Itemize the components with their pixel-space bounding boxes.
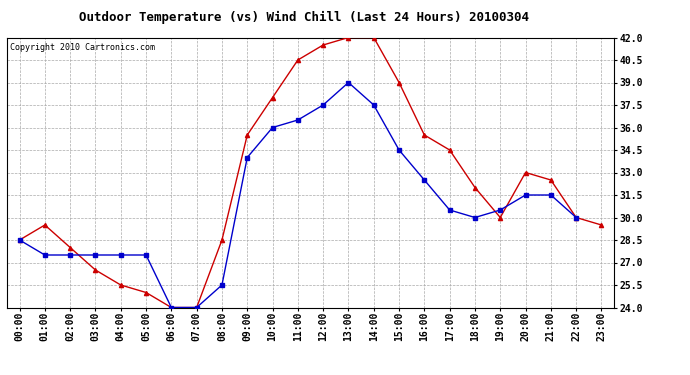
- Text: Outdoor Temperature (vs) Wind Chill (Last 24 Hours) 20100304: Outdoor Temperature (vs) Wind Chill (Las…: [79, 11, 529, 24]
- Text: Copyright 2010 Cartronics.com: Copyright 2010 Cartronics.com: [10, 43, 155, 52]
